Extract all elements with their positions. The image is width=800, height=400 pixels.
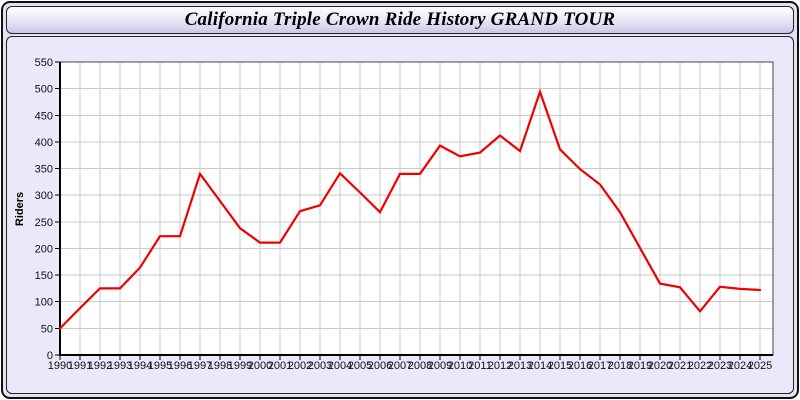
svg-text:2007: 2007 xyxy=(388,360,412,372)
svg-text:100: 100 xyxy=(35,297,53,309)
svg-text:2018: 2018 xyxy=(608,360,632,372)
svg-text:2008: 2008 xyxy=(408,360,432,372)
svg-text:Riders: Riders xyxy=(14,192,26,226)
svg-text:1995: 1995 xyxy=(148,360,172,372)
svg-text:2010: 2010 xyxy=(448,360,472,372)
y-axis-tick-labels: 0 50 100 150 200 250 300 350 400 450 500 550 xyxy=(35,57,53,362)
svg-text:2012: 2012 xyxy=(488,360,512,372)
svg-text:200: 200 xyxy=(35,243,53,255)
svg-text:1991: 1991 xyxy=(68,360,92,372)
svg-text:350: 350 xyxy=(35,164,53,176)
svg-text:250: 250 xyxy=(35,217,53,229)
svg-text:2023: 2023 xyxy=(708,360,732,372)
plot-area xyxy=(60,62,773,355)
axes xyxy=(59,62,773,356)
svg-text:2024: 2024 xyxy=(728,360,752,372)
svg-text:2011: 2011 xyxy=(468,360,492,372)
svg-text:1993: 1993 xyxy=(108,360,132,372)
chart-panel: 0 50 100 150 200 250 300 350 400 450 500 550 1990 199… xyxy=(6,36,794,394)
data-line xyxy=(58,88,762,330)
svg-text:2021: 2021 xyxy=(668,360,692,372)
svg-text:2004: 2004 xyxy=(328,360,352,372)
svg-text:1990: 1990 xyxy=(48,360,72,372)
svg-text:2002: 2002 xyxy=(288,360,312,372)
svg-text:1999: 1999 xyxy=(228,360,252,372)
ride-history-line-chart: 0501001502002503003504004505005501990199… xyxy=(14,57,774,372)
svg-text:2006: 2006 xyxy=(368,360,392,372)
svg-text:2015: 2015 xyxy=(548,360,572,372)
svg-text:2014: 2014 xyxy=(528,360,552,372)
svg-text:1996: 1996 xyxy=(168,360,192,372)
y-axis-ticks xyxy=(55,61,60,356)
svg-text:2003: 2003 xyxy=(308,360,332,372)
title-bar: California Triple Crown Ride History GRA… xyxy=(6,6,794,34)
svg-text:2017: 2017 xyxy=(588,360,612,372)
svg-text:2013: 2013 xyxy=(508,360,532,372)
svg-text:150: 150 xyxy=(35,270,53,282)
svg-text:2019: 2019 xyxy=(628,360,652,372)
x-axis-ticks xyxy=(59,355,761,360)
svg-text:1998: 1998 xyxy=(208,360,232,372)
svg-text:500: 500 xyxy=(35,84,53,96)
svg-text:550: 550 xyxy=(35,57,53,69)
svg-text:300: 300 xyxy=(35,190,53,202)
svg-text:2000: 2000 xyxy=(248,360,272,372)
svg-text:1994: 1994 xyxy=(128,360,152,372)
svg-text:2020: 2020 xyxy=(648,360,672,372)
svg-text:50: 50 xyxy=(41,323,53,335)
svg-text:1992: 1992 xyxy=(88,360,112,372)
svg-text:1997: 1997 xyxy=(188,360,212,372)
svg-text:400: 400 xyxy=(35,137,53,149)
y-axis-title: Riders xyxy=(14,192,26,226)
svg-text:2005: 2005 xyxy=(348,360,372,372)
svg-text:2009: 2009 xyxy=(428,360,452,372)
x-axis-tick-labels: 1990199119921993199419951996199719981999… xyxy=(48,360,772,372)
svg-text:0: 0 xyxy=(47,350,53,362)
svg-text:450: 450 xyxy=(35,110,53,122)
page-title: California Triple Crown Ride History GRA… xyxy=(184,9,616,30)
svg-text:2001: 2001 xyxy=(268,360,292,372)
svg-text:2016: 2016 xyxy=(568,360,592,372)
svg-text:2022: 2022 xyxy=(688,360,712,372)
svg-text:2025: 2025 xyxy=(748,360,772,372)
